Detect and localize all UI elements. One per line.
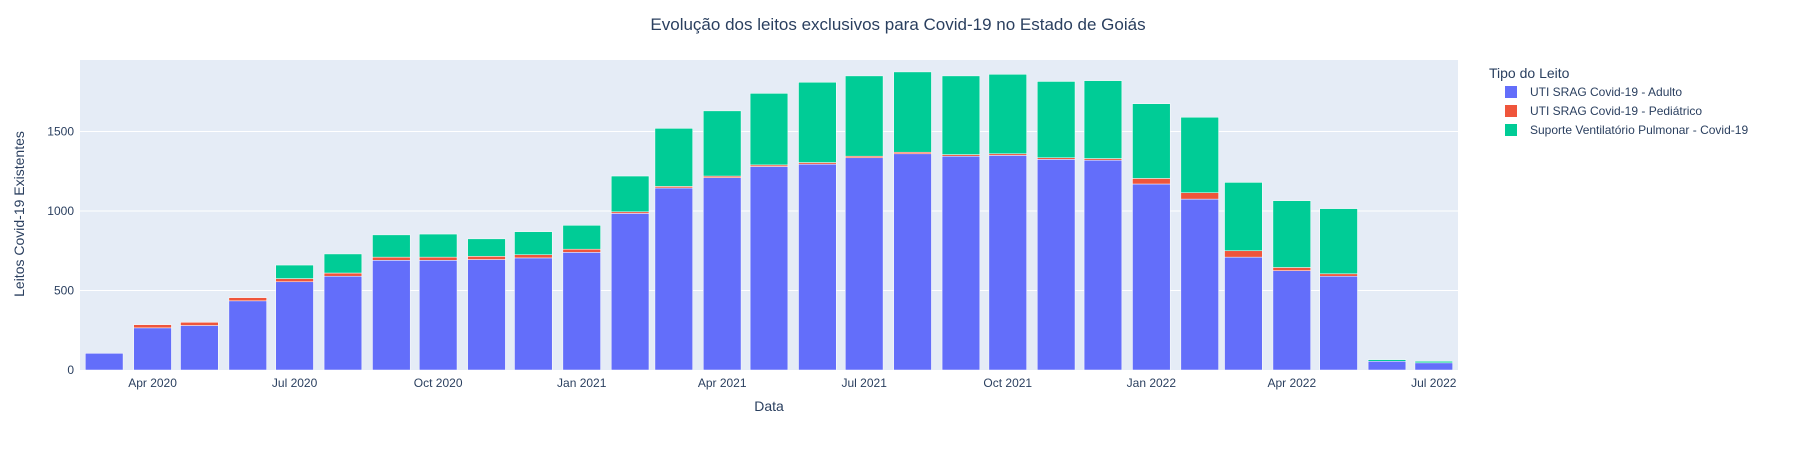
y-tick-label: 1500 xyxy=(47,125,74,139)
bar-segment xyxy=(1083,159,1123,371)
bar-segment xyxy=(85,353,124,371)
x-tick-label: Jul 2020 xyxy=(272,376,318,390)
chart-title: Evolução dos leitos exclusivos para Covi… xyxy=(650,15,1145,34)
x-tick-label: Oct 2020 xyxy=(414,376,463,390)
bar-segment xyxy=(1132,178,1171,185)
x-tick-label: Apr 2022 xyxy=(1267,376,1316,390)
bar-segment xyxy=(1180,116,1219,193)
bar-segment xyxy=(1414,362,1453,371)
bar-segment xyxy=(133,327,172,371)
bar-segment xyxy=(1272,200,1311,268)
bar-segment xyxy=(798,163,837,371)
bar-segment xyxy=(1272,267,1311,271)
bar-segment xyxy=(1083,80,1123,159)
x-axis-title: Data xyxy=(754,398,784,414)
legend-item-label: UTI SRAG Covid-19 - Adulto xyxy=(1530,85,1682,99)
bar-segment xyxy=(749,93,789,166)
bar-segment xyxy=(703,110,742,177)
bar-segment xyxy=(1367,359,1407,362)
bar-segment xyxy=(893,153,932,371)
legend-swatch xyxy=(1505,86,1517,98)
bar-segment xyxy=(133,324,172,329)
bar-segment xyxy=(1224,250,1263,258)
legend-swatch xyxy=(1505,124,1517,136)
bar-segment xyxy=(941,155,981,371)
bar-segment xyxy=(180,325,219,371)
bar-segment xyxy=(180,322,219,326)
bar-segment xyxy=(1132,183,1171,371)
bar-segment xyxy=(654,187,693,371)
bar-segment xyxy=(1319,275,1358,371)
bar-segment xyxy=(1037,159,1076,371)
bar-segment xyxy=(372,234,411,258)
x-tick-label: Jan 2022 xyxy=(1127,376,1177,390)
bar-segment xyxy=(845,75,884,157)
x-tick-label: Oct 2021 xyxy=(983,376,1032,390)
bar-segment xyxy=(323,275,363,371)
bar-segment xyxy=(372,260,411,371)
x-tick-label: Jul 2021 xyxy=(842,376,888,390)
bar-segment xyxy=(610,213,650,371)
bar-segment xyxy=(275,281,314,371)
bar-segment xyxy=(988,155,1027,371)
bar-segment xyxy=(275,264,314,279)
bar-segment xyxy=(372,256,411,261)
bar-segment xyxy=(798,82,837,163)
bar-segment xyxy=(562,225,601,250)
bar-segment xyxy=(1319,273,1358,277)
bar-segment xyxy=(654,128,693,187)
bar-segment xyxy=(1272,270,1311,371)
y-axis-ticks: 0 500 1000 1500 xyxy=(47,125,74,377)
bar-segment xyxy=(228,297,267,302)
bar-segment xyxy=(893,71,932,153)
x-axis-ticks: Apr 2020 Jul 2020 Oct 2020 Jan 2021 Apr 2021… xyxy=(128,376,1457,390)
bar-segment xyxy=(323,272,363,277)
y-tick-label: 500 xyxy=(54,284,74,298)
legend-title: Tipo do Leito xyxy=(1489,65,1570,81)
legend-item-label: Suporte Ventilatório Pulmonar - Covid-19 xyxy=(1530,123,1748,137)
bar-segment xyxy=(467,238,506,257)
bar-segment xyxy=(323,253,363,274)
bar-segment xyxy=(514,231,553,255)
bars xyxy=(85,71,1453,371)
legend: Tipo do Leito UTI SRAG Covid-19 - Adulto… xyxy=(1489,65,1748,137)
bar-segment xyxy=(467,259,506,371)
x-tick-label: Apr 2021 xyxy=(698,376,747,390)
bar-segment xyxy=(1224,256,1263,371)
legend-item-label: UTI SRAG Covid-19 - Pediátrico xyxy=(1530,104,1702,118)
x-tick-label: Jan 2021 xyxy=(557,376,607,390)
bar-segment xyxy=(1319,208,1358,275)
bar-segment xyxy=(419,260,458,371)
bar-segment xyxy=(562,248,601,253)
x-tick-label: Apr 2020 xyxy=(128,376,177,390)
bar-segment xyxy=(749,166,789,371)
bar-segment xyxy=(275,278,314,283)
bar-segment xyxy=(467,256,506,260)
x-tick-label: Jul 2022 xyxy=(1411,376,1457,390)
bar-segment xyxy=(419,256,458,261)
bar-segment xyxy=(1132,103,1171,179)
bar-segment xyxy=(1367,361,1407,371)
bar-segment xyxy=(514,257,553,371)
bar-segment xyxy=(610,175,650,213)
bar-segment xyxy=(845,157,884,371)
bar-segment xyxy=(514,254,553,259)
bar-segment xyxy=(1180,192,1219,200)
y-tick-label: 1000 xyxy=(47,204,74,218)
bar-segment xyxy=(1414,361,1453,364)
y-axis-title: Leitos Covid-19 Existentes xyxy=(11,131,27,297)
bar-segment xyxy=(228,300,267,371)
bar-segment xyxy=(988,74,1027,155)
bar-segment xyxy=(1037,81,1076,159)
bar-segment xyxy=(1224,182,1263,252)
bar-segment xyxy=(703,177,742,371)
y-tick-label: 0 xyxy=(67,363,74,377)
bar-segment xyxy=(562,252,601,371)
bar-segment xyxy=(1180,198,1219,371)
bar-segment xyxy=(419,233,458,258)
bar-segment xyxy=(941,75,981,155)
legend-swatch xyxy=(1505,105,1517,117)
